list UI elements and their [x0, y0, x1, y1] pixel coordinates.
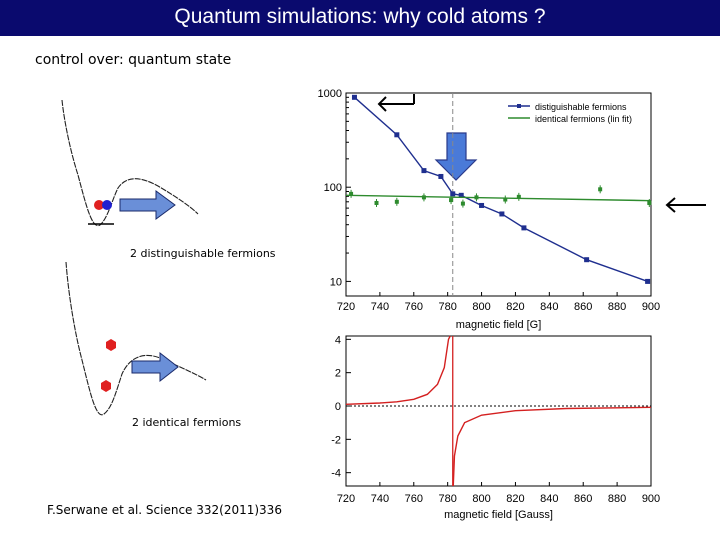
x-tick-label: 880: [608, 493, 626, 505]
pointer-arrow-right-head: [665, 197, 676, 213]
identical-point: [647, 200, 652, 205]
caption-distinguishable: 2 distinguishable fermions: [130, 247, 276, 260]
y-tick-label: 0: [335, 401, 341, 413]
x-tick-label: 800: [472, 301, 490, 313]
y-tick-label: -2: [331, 434, 341, 446]
y-tick-label: 100: [324, 182, 342, 194]
x-tick-label: 740: [371, 493, 389, 505]
identical-point: [503, 197, 508, 202]
x-tick-label: 900: [642, 301, 660, 313]
identical-point: [516, 194, 521, 199]
x-tick-label: 860: [574, 301, 592, 313]
distinguishable-point: [351, 94, 357, 100]
title-bar: [0, 0, 720, 36]
distinguishable-point: [458, 192, 464, 198]
x-tick-label: 820: [506, 301, 524, 313]
identical-point: [460, 201, 465, 206]
legend-label-distinguishable: distiguishable fermions: [535, 102, 627, 112]
slide-title: Quantum simulations: why cold atoms ?: [174, 5, 546, 28]
chart-tunneling-time: 720 740 760 780 800 820 840 860 880 900 10 100 1000 m…: [318, 88, 661, 331]
identical-point: [598, 187, 603, 192]
distinguishable-point: [421, 168, 427, 174]
y-tick-label: 4: [335, 334, 341, 346]
atom-red-top: [94, 200, 104, 210]
x-tick-label: 720: [337, 301, 355, 313]
identical-point: [394, 199, 399, 204]
identical-point: [421, 195, 426, 200]
x-tick-label: 800: [472, 493, 490, 505]
x-tick-label: 860: [574, 493, 592, 505]
x-tick-label: 840: [540, 301, 558, 313]
identical-point: [474, 195, 479, 200]
x-axis-label: magnetic field [G]: [456, 319, 542, 331]
x-tick-label: 740: [371, 301, 389, 313]
atom-hex-lower: [101, 380, 111, 392]
x-tick-label: 780: [438, 301, 456, 313]
legend-label-identical: identical fermions (lin fit): [535, 114, 632, 124]
caption-identical: 2 identical fermions: [132, 416, 242, 429]
y-tick-label: -4: [331, 468, 341, 480]
potential-curve-bottom: [65, 261, 207, 416]
x-tick-label: 880: [608, 301, 626, 313]
y-tick-label: 1000: [318, 88, 342, 100]
potential-curve-top: [61, 99, 199, 227]
atom-hex-upper: [106, 339, 116, 351]
x-tick-label: 820: [506, 493, 524, 505]
distinguishable-point: [584, 257, 590, 263]
chart2-frame: [345, 335, 652, 487]
distinguishable-point: [521, 225, 527, 231]
distinguishable-point: [450, 191, 456, 197]
citation: F.Serwane et al. Science 332(2011)336: [47, 503, 282, 517]
x-axis-label: magnetic field [Gauss]: [444, 509, 553, 521]
distinguishable-point: [394, 132, 400, 138]
distinguishable-point: [499, 211, 505, 217]
distinguishable-point: [645, 278, 651, 284]
x-tick-label: 780: [438, 493, 456, 505]
identical-point: [449, 198, 454, 203]
chart-scattering-length: 720 740 760 780 800 820 840 860 880 900 -4 -2 0 2 4 mag…: [331, 334, 660, 521]
identical-point: [374, 200, 379, 205]
x-tick-label: 840: [540, 493, 558, 505]
y-tick-label: 2: [335, 368, 341, 380]
series-distinguishable-line: [354, 96, 648, 283]
tunnel-arrow-top: [119, 190, 176, 220]
atom-blue-top: [102, 200, 112, 210]
x-tick-label: 760: [405, 493, 423, 505]
pointer-arrow-top-head: [377, 96, 387, 112]
slide-subtitle: control over: quantum state: [35, 52, 232, 68]
big-down-arrow: [434, 132, 478, 181]
y-tick-label: 10: [330, 276, 342, 288]
distinguishable-point: [438, 173, 444, 179]
x-tick-label: 760: [405, 301, 423, 313]
x-tick-label: 720: [337, 493, 355, 505]
dispersion-right-branch: [452, 406, 652, 487]
chart1-frame: [345, 92, 652, 297]
tunnel-arrow-bottom: [131, 351, 179, 383]
x-tick-label: 900: [642, 493, 660, 505]
dispersion-left-branch: [345, 335, 451, 406]
series-identical-fit: [345, 194, 652, 202]
identical-point: [349, 191, 354, 196]
distinguishable-point: [479, 202, 485, 208]
legend-marker-distinguishable: [517, 104, 521, 108]
